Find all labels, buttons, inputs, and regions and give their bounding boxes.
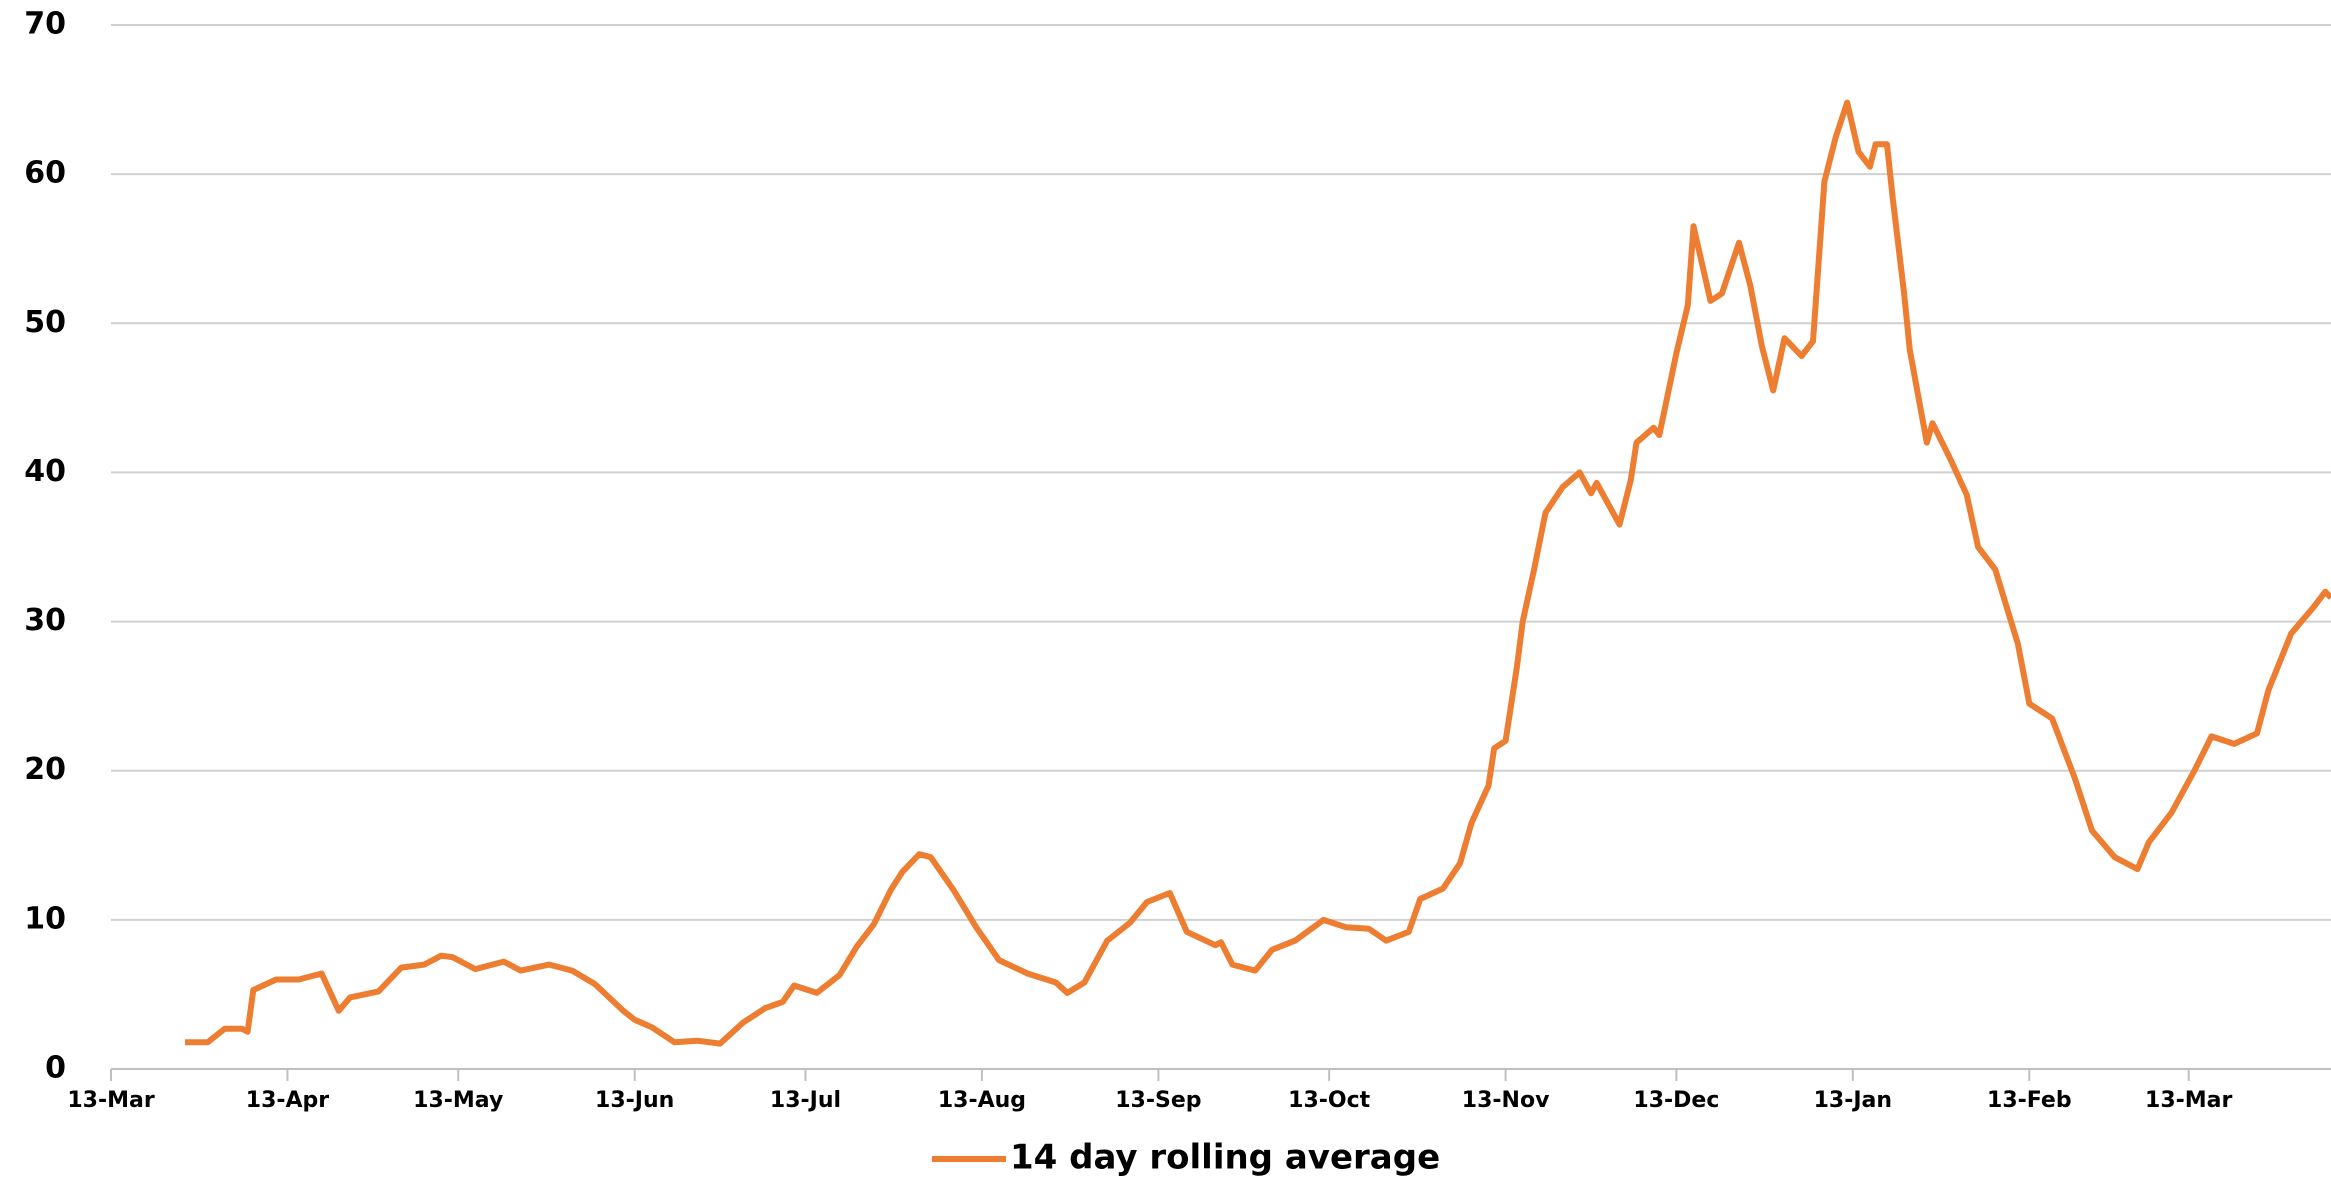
x-tick-label: 13-Aug xyxy=(938,1088,1026,1113)
y-tick-label: 30 xyxy=(24,603,66,638)
x-tick-label: 13-Sep xyxy=(1115,1088,1201,1113)
x-tick-label: 13-Nov xyxy=(1462,1088,1550,1113)
x-tick-label: 13-Mar xyxy=(67,1088,154,1113)
x-tick-label: 13-Dec xyxy=(1633,1088,1719,1113)
y-tick-label: 10 xyxy=(24,901,66,936)
y-tick-label: 40 xyxy=(24,454,66,489)
x-tick-label: 13-Jan xyxy=(1814,1088,1892,1113)
x-tick-label: 13-Jul xyxy=(770,1088,841,1113)
x-tick-label: 13-Mar xyxy=(2145,1088,2232,1113)
y-tick-label: 20 xyxy=(24,752,66,787)
y-tick-label: 50 xyxy=(24,305,66,340)
data-line xyxy=(185,99,2331,1047)
x-tick-label: 13-May xyxy=(413,1088,503,1113)
x-tick-label: 13-Apr xyxy=(246,1088,330,1113)
y-tick-label: 70 xyxy=(24,7,66,42)
y-tick-label: 60 xyxy=(24,156,66,191)
x-tick-label: 13-Oct xyxy=(1288,1088,1370,1113)
x-tick-label: 13-Feb xyxy=(1987,1088,2072,1113)
legend-label: 14 day rolling average xyxy=(1010,1138,1440,1177)
y-tick-label: 0 xyxy=(45,1051,66,1086)
x-tick-label: 13-Jun xyxy=(595,1088,674,1113)
